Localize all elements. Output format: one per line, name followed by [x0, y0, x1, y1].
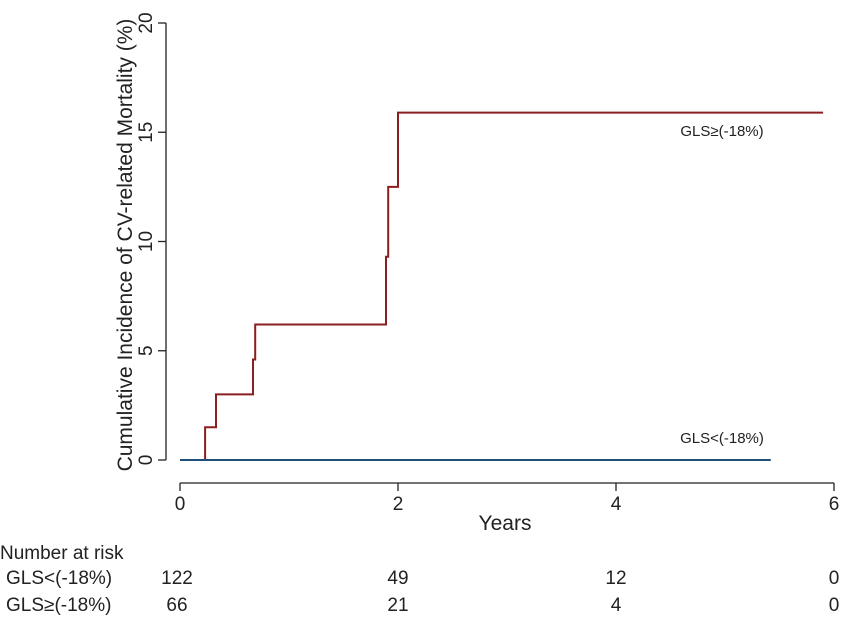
y-tick-label: 15 [136, 122, 157, 143]
series-label-0: GLS≥(-18%) [680, 123, 763, 140]
y-tick-label: 20 [136, 12, 157, 33]
y-tick-label: 10 [136, 231, 157, 252]
risk-count: 21 [387, 595, 408, 616]
risk-count: 0 [829, 595, 840, 616]
x-ticks: 0 2 4 6 [175, 483, 840, 515]
risk-count: 12 [605, 568, 626, 589]
risk-table-rows: GLS<(-18%) 122 49 12 0 GLS≥(-18%) 66 21 4 0 [6, 568, 839, 616]
y-axis-title: Cumulative Incidence of CV-related Morta… [114, 19, 137, 472]
series-lines [180, 111, 824, 461]
risk-count: 4 [611, 595, 622, 616]
risk-table-title: Number at risk [0, 543, 124, 564]
risk-count: 122 [161, 568, 193, 589]
risk-count: 0 [829, 568, 840, 589]
x-tick-label: 2 [393, 494, 404, 515]
x-tick-label: 4 [611, 494, 622, 515]
series-line-0 [180, 111, 824, 461]
risk-count: 66 [166, 595, 187, 616]
risk-row-label: GLS<(-18%) [6, 568, 112, 589]
series-label-1: GLS<(-18%) [680, 430, 764, 447]
y-ticks: 0 5 10 15 20 [136, 12, 166, 465]
risk-row-label: GLS≥(-18%) [6, 595, 111, 616]
x-tick-label: 0 [175, 494, 186, 515]
y-tick-label: 0 [136, 455, 157, 466]
y-tick-label: 5 [136, 345, 157, 356]
x-axis-title: Years [479, 512, 532, 535]
series-labels: GLS≥(-18%) GLS<(-18%) [680, 123, 764, 447]
x-tick-label: 6 [829, 494, 840, 515]
risk-count: 49 [387, 568, 408, 589]
